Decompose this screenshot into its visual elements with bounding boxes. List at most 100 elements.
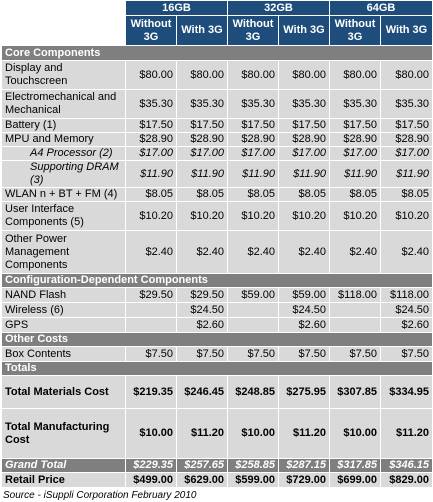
cost-cell: $629.00 bbox=[176, 472, 228, 488]
cost-cell: $35.30 bbox=[278, 89, 330, 119]
cost-cell: $7.50 bbox=[125, 346, 177, 362]
totals-row: Total Materials Cost $219.35 $246.45 $248.8… bbox=[1, 375, 433, 409]
cost-cell: $7.50 bbox=[329, 346, 381, 362]
row-label: Other Power Management Components bbox=[1, 230, 126, 274]
cost-cell: $17.50 bbox=[329, 118, 381, 133]
cost-cell: $118.00 bbox=[380, 287, 433, 303]
cost-cell: $287.15 bbox=[278, 458, 330, 473]
cost-cell: $80.00 bbox=[125, 60, 177, 90]
core-row: User Interface Components (5) $10.20 $10.2… bbox=[1, 201, 433, 231]
row-label: Battery (1) bbox=[1, 118, 126, 133]
cost-cell: $8.05 bbox=[227, 187, 279, 202]
cost-table: 16GB 32GB 64GB Without 3G With 3G Withou… bbox=[1, 0, 433, 488]
row-label: MPU and Memory bbox=[1, 132, 126, 147]
config-row: Wireless (6) $24.50 $24.50 $24.50 bbox=[1, 302, 433, 318]
cost-cell: $17.00 bbox=[227, 146, 279, 161]
row-label: Box Contents bbox=[1, 346, 126, 362]
cost-cell bbox=[227, 317, 279, 333]
header-capacity-16gb: 16GB bbox=[125, 0, 228, 16]
row-label: NAND Flash bbox=[1, 287, 126, 303]
cost-cell: $2.40 bbox=[227, 230, 279, 274]
cost-cell: $28.90 bbox=[380, 132, 433, 147]
cost-cell: $307.85 bbox=[329, 375, 381, 409]
row-label: Electromechanical and Mechanical bbox=[1, 89, 126, 119]
cost-cell: $10.20 bbox=[125, 201, 177, 231]
cost-cell: $10.00 bbox=[125, 408, 177, 459]
cost-cell: $499.00 bbox=[125, 472, 177, 488]
cost-cell: $28.90 bbox=[125, 132, 177, 147]
cost-cell: $258.85 bbox=[227, 458, 279, 473]
cost-cell: $11.20 bbox=[278, 408, 330, 459]
row-label: Supporting DRAM (3) bbox=[1, 160, 126, 188]
cost-cell: $11.20 bbox=[380, 408, 433, 459]
cost-cell: $729.00 bbox=[278, 472, 330, 488]
cost-cell: $2.40 bbox=[176, 230, 228, 274]
cost-cell: $28.90 bbox=[176, 132, 228, 147]
cost-cell: $11.90 bbox=[125, 160, 177, 188]
cost-cell: $2.60 bbox=[278, 317, 330, 333]
cost-cell: $10.00 bbox=[329, 408, 381, 459]
header-variant: With 3G bbox=[176, 15, 228, 46]
cost-cell: $10.00 bbox=[227, 408, 279, 459]
cost-cell: $2.40 bbox=[380, 230, 433, 274]
cost-cell: $80.00 bbox=[278, 60, 330, 90]
cost-cell: $80.00 bbox=[227, 60, 279, 90]
totals-row: Total Manufacturing Cost $10.00 $11.20 $10.… bbox=[1, 408, 433, 459]
cost-cell: $2.40 bbox=[125, 230, 177, 274]
cost-cell: $29.50 bbox=[176, 287, 228, 303]
row-label: User Interface Components (5) bbox=[1, 201, 126, 231]
other-row: Box Contents $7.50 $7.50 $7.50 $7.50 $7.50 $7.… bbox=[1, 346, 433, 362]
cost-cell: $10.20 bbox=[278, 201, 330, 231]
cost-cell: $8.05 bbox=[380, 187, 433, 202]
cost-cell: $2.60 bbox=[176, 317, 228, 333]
cost-cell: $10.20 bbox=[329, 201, 381, 231]
core-row: Other Power Management Components $2.40 $2… bbox=[1, 230, 433, 274]
cost-cell: $35.30 bbox=[125, 89, 177, 119]
config-row: GPS $2.60 $2.60 $2.60 bbox=[1, 317, 433, 333]
cost-cell: $17.00 bbox=[380, 146, 433, 161]
cost-cell: $80.00 bbox=[329, 60, 381, 90]
section-header-other: Other Costs bbox=[1, 332, 433, 347]
row-label: Wireless (6) bbox=[1, 302, 126, 318]
cost-cell: $59.00 bbox=[278, 287, 330, 303]
cost-cell: $24.50 bbox=[380, 302, 433, 318]
cost-cell: $11.90 bbox=[380, 160, 433, 188]
cost-cell: $17.50 bbox=[227, 118, 279, 133]
cost-cell: $2.40 bbox=[329, 230, 381, 274]
core-row: MPU and Memory $28.90 $28.90 $28.90 $28.90 $2… bbox=[1, 132, 433, 147]
cost-cell: $8.05 bbox=[125, 187, 177, 202]
cost-cell bbox=[125, 317, 177, 333]
cost-cell: $229.35 bbox=[125, 458, 177, 473]
cost-cell: $599.00 bbox=[227, 472, 279, 488]
cost-cell: $346.15 bbox=[380, 458, 433, 473]
cost-cell: $11.90 bbox=[176, 160, 228, 188]
cost-cell: $219.35 bbox=[125, 375, 177, 409]
cost-cell: $17.00 bbox=[329, 146, 381, 161]
cost-cell: $8.05 bbox=[278, 187, 330, 202]
core-row: Supporting DRAM (3) $11.90 $11.90 $11.90 $11… bbox=[1, 160, 433, 188]
section-header-config: Configuration-Dependent Components bbox=[1, 273, 433, 288]
cost-cell: $35.30 bbox=[176, 89, 228, 119]
cost-cell: $334.95 bbox=[380, 375, 433, 409]
cost-cell: $8.05 bbox=[176, 187, 228, 202]
row-label: GPS bbox=[1, 317, 126, 333]
cost-cell: $10.20 bbox=[380, 201, 433, 231]
header-variant: Without 3G bbox=[227, 15, 279, 46]
cost-cell bbox=[329, 317, 381, 333]
cost-cell: $10.20 bbox=[176, 201, 228, 231]
cost-cell: $17.00 bbox=[125, 146, 177, 161]
cost-cell bbox=[329, 302, 381, 318]
header-variant: With 3G bbox=[380, 15, 433, 46]
header-variant: Without 3G bbox=[125, 15, 177, 46]
cost-cell: $28.90 bbox=[227, 132, 279, 147]
cost-cell: $17.50 bbox=[125, 118, 177, 133]
source-note: Source - iSuppli Corporation February 20… bbox=[3, 490, 197, 501]
cost-cell: $8.05 bbox=[329, 187, 381, 202]
row-label: Display and Touchscreen bbox=[1, 60, 126, 90]
cost-cell: $35.30 bbox=[227, 89, 279, 119]
header-variant: With 3G bbox=[278, 15, 330, 46]
cost-cell: $257.65 bbox=[176, 458, 228, 473]
cost-cell: $7.50 bbox=[278, 346, 330, 362]
retail-price-row: Retail Price $499.00 $629.00 $599.00 $729.00… bbox=[1, 472, 433, 488]
cost-cell: $11.20 bbox=[176, 408, 228, 459]
